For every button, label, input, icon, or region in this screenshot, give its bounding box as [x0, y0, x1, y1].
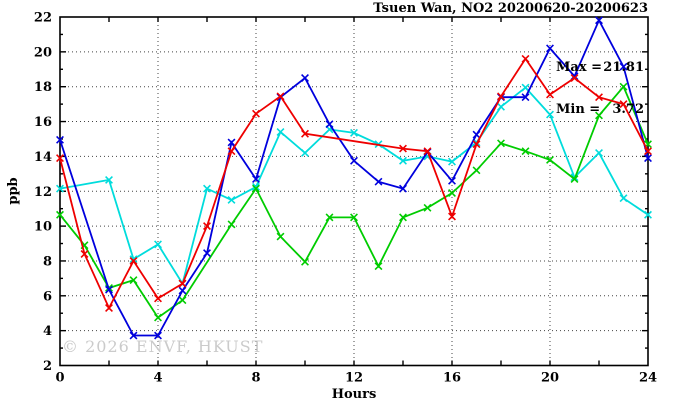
min-label: Min =: [556, 102, 601, 117]
y-tick-label: 2: [43, 359, 52, 374]
y-axis-label: ppb: [6, 177, 21, 205]
x-tick-label: 0: [55, 371, 64, 386]
y-tick-label: 8: [43, 254, 52, 269]
x-tick-label: 12: [345, 371, 363, 386]
y-tick-label: 18: [34, 80, 52, 95]
max-label: Max =: [556, 60, 602, 75]
watermark: © 2026 ENVF, HKUST: [62, 337, 264, 356]
min-annotation: Min = 3.72: [556, 103, 644, 117]
max-annotation: Max = 21.81: [556, 61, 644, 75]
series-line-blue-day: [59, 18, 649, 337]
y-tick-label: 14: [34, 150, 52, 165]
x-tick-label: 20: [541, 371, 559, 386]
y-tick-label: 6: [43, 289, 52, 304]
series-line-green-day: [59, 85, 649, 319]
series-red-day: [56, 54, 652, 312]
max-value: 21.81: [603, 60, 644, 75]
series-line-cyan-day: [59, 86, 649, 286]
y-tick-label: 22: [34, 11, 52, 26]
y-tick-label: 20: [34, 45, 52, 60]
y-tick-label: 12: [34, 185, 52, 200]
y-tick-label: 16: [34, 115, 52, 130]
series-line-red-day: [59, 57, 649, 311]
x-tick-label: 4: [153, 371, 162, 386]
x-tick-label: 24: [639, 371, 657, 386]
series-cyan-day: [56, 83, 652, 288]
x-tick-label: 16: [443, 371, 461, 386]
x-tick-label: 8: [251, 371, 260, 386]
chart-title: Tsuen Wan, NO2 20200620-20200623: [373, 1, 648, 16]
minmax-annotation: Max = 21.81 Min = 3.72: [556, 33, 644, 145]
min-value: 3.72: [612, 102, 644, 117]
y-tick-label: 4: [43, 324, 52, 339]
series-markers-red-day: [56, 54, 652, 312]
x-axis-label: Hours: [331, 387, 377, 402]
y-tick-label: 10: [34, 220, 52, 235]
